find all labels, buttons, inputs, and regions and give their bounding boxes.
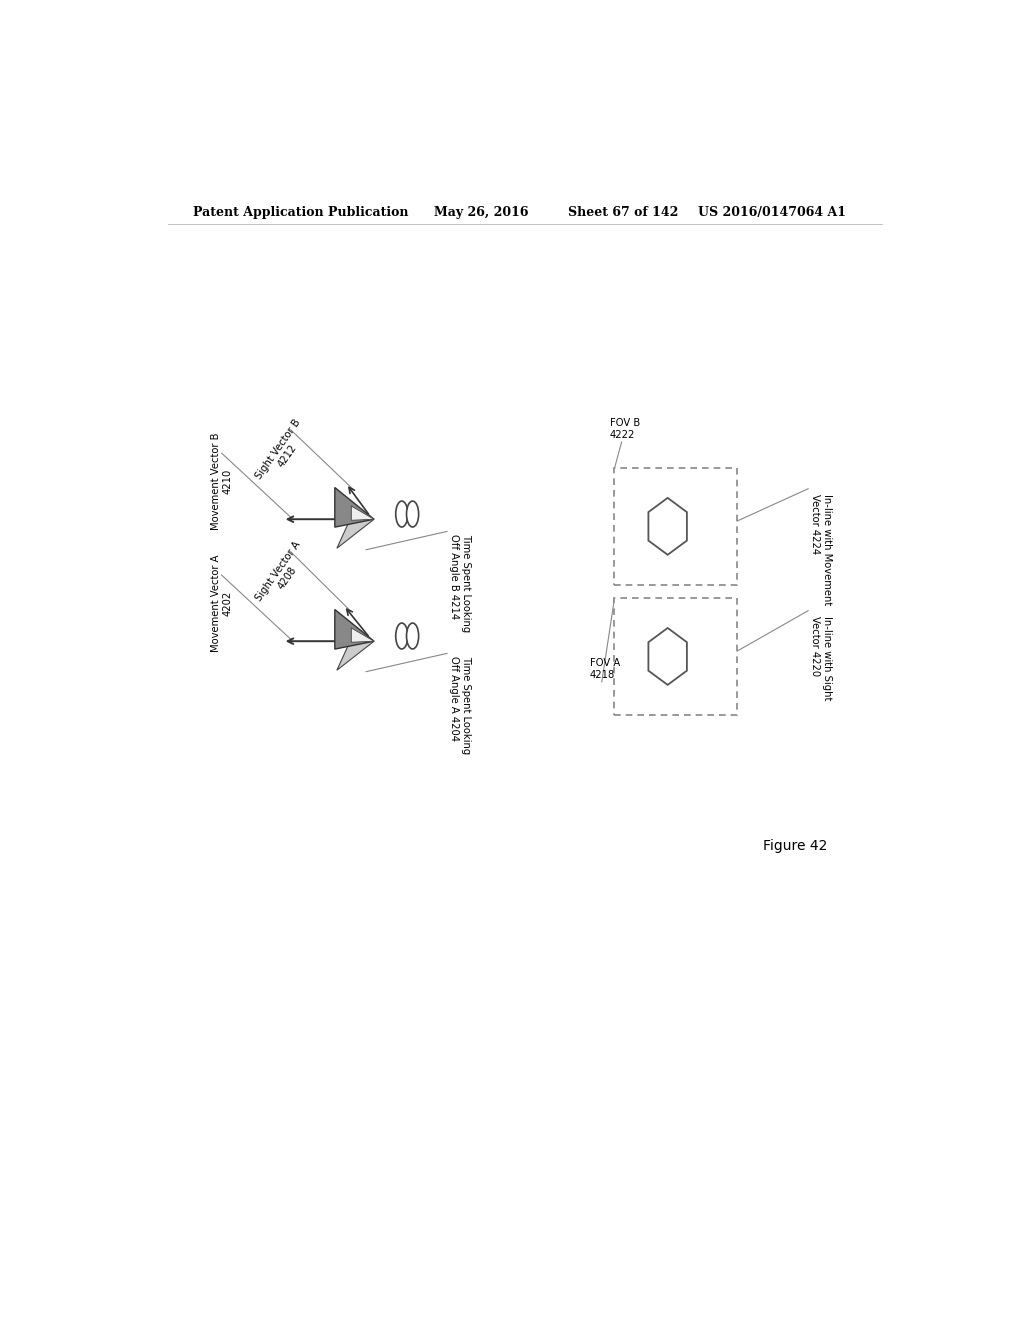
Text: Time Spent Looking
Off Angle B 4214: Time Spent Looking Off Angle B 4214 xyxy=(450,535,471,632)
Text: US 2016/0147064 A1: US 2016/0147064 A1 xyxy=(697,206,846,219)
Polygon shape xyxy=(337,516,374,548)
Polygon shape xyxy=(351,506,374,520)
Polygon shape xyxy=(351,628,374,643)
Polygon shape xyxy=(648,498,687,554)
Text: FOV B
4222: FOV B 4222 xyxy=(609,418,640,440)
Polygon shape xyxy=(648,628,687,685)
Text: In-line with Movement
Vector 4224: In-line with Movement Vector 4224 xyxy=(811,494,833,605)
Ellipse shape xyxy=(395,502,408,527)
Bar xyxy=(614,598,737,715)
Text: Movement Vector B
4210: Movement Vector B 4210 xyxy=(211,433,232,531)
Text: Movement Vector A
4202: Movement Vector A 4202 xyxy=(211,554,232,652)
Text: Sheet 67 of 142: Sheet 67 of 142 xyxy=(568,206,679,219)
Ellipse shape xyxy=(407,502,419,527)
Ellipse shape xyxy=(395,623,408,649)
Polygon shape xyxy=(335,610,374,649)
Text: In-line with Sight
Vector 4220: In-line with Sight Vector 4220 xyxy=(811,615,833,700)
Ellipse shape xyxy=(407,623,419,649)
Bar xyxy=(614,467,737,585)
Text: Time Spent Looking
Off Angle A 4204: Time Spent Looking Off Angle A 4204 xyxy=(450,656,471,755)
Text: Patent Application Publication: Patent Application Publication xyxy=(194,206,409,219)
Polygon shape xyxy=(337,639,374,671)
Text: Figure 42: Figure 42 xyxy=(763,840,827,854)
Polygon shape xyxy=(335,487,374,527)
Text: May 26, 2016: May 26, 2016 xyxy=(433,206,528,219)
Text: Sight Vector A
4208: Sight Vector A 4208 xyxy=(254,540,312,610)
Text: Sight Vector B
4212: Sight Vector B 4212 xyxy=(254,417,312,488)
Text: FOV A
4218: FOV A 4218 xyxy=(590,659,621,680)
